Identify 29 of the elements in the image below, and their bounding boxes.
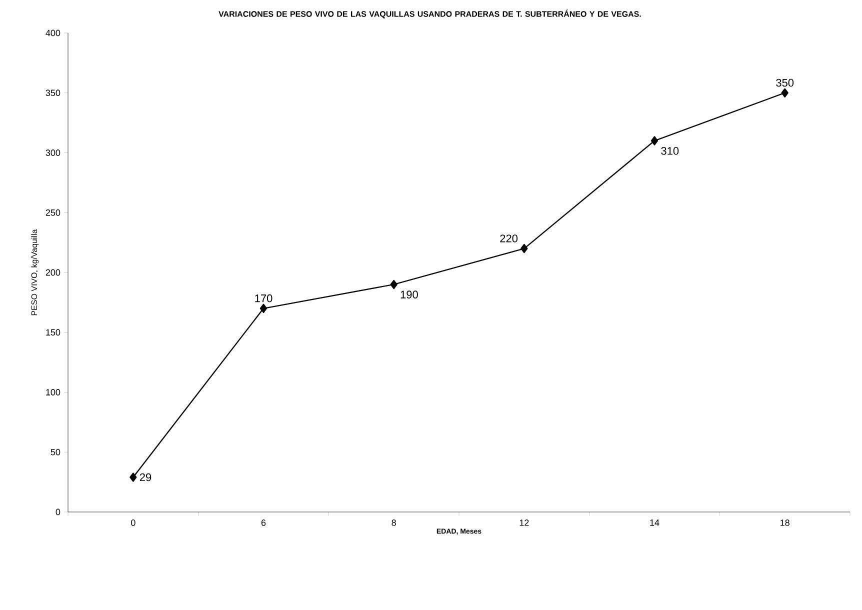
x-tick-label: 18 xyxy=(780,520,790,526)
y-tick-label: 250 xyxy=(46,209,60,216)
chart-title: VARIACIONES DE PESO VIVO DE LAS VAQUILLAS USANDO PRADERAS DE T. SUBTERRÁNEO Y DE VEGAS. xyxy=(218,10,641,18)
x-tick-label: 8 xyxy=(392,520,396,526)
y-tick-label: 100 xyxy=(46,389,60,396)
x-tick-label: 14 xyxy=(650,520,660,526)
y-tick-label: 300 xyxy=(46,150,60,156)
x-tick-label: 12 xyxy=(520,520,529,526)
point xyxy=(650,136,658,146)
y-tick-label: 200 xyxy=(46,269,60,276)
y-tick-label: 350 xyxy=(46,90,60,96)
x-tick-label: 0 xyxy=(131,520,136,526)
point xyxy=(130,472,137,482)
y-tick-label: 0 xyxy=(56,508,60,516)
point xyxy=(781,88,788,98)
data-label: 170 xyxy=(255,294,272,302)
data-label: 220 xyxy=(500,234,518,242)
data-label: 29 xyxy=(140,473,152,482)
point xyxy=(260,304,268,314)
point xyxy=(390,280,398,290)
data-label: 190 xyxy=(400,290,418,298)
x-tick-label: 6 xyxy=(261,520,266,526)
point xyxy=(520,244,528,254)
y-tick-label: 50 xyxy=(50,448,60,456)
y-tick-label: 400 xyxy=(46,30,60,36)
data-label: 350 xyxy=(776,78,794,87)
data-label: 310 xyxy=(661,146,679,155)
y-tick-label: 150 xyxy=(46,329,60,336)
y-axis-title: PESO VIVO, kg/Vaquilla xyxy=(31,229,39,316)
